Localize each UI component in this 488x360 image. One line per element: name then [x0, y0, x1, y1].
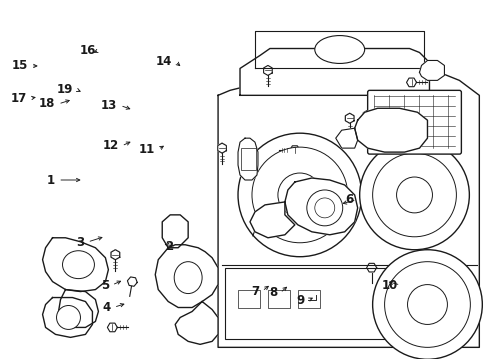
- Ellipse shape: [314, 36, 364, 63]
- Ellipse shape: [62, 251, 94, 279]
- Polygon shape: [289, 146, 299, 154]
- Polygon shape: [155, 245, 218, 307]
- Polygon shape: [285, 178, 357, 235]
- Text: 12: 12: [102, 139, 119, 152]
- Text: 8: 8: [268, 287, 277, 300]
- Polygon shape: [363, 110, 371, 120]
- Circle shape: [372, 153, 455, 237]
- Bar: [267, 289, 289, 307]
- Circle shape: [314, 198, 334, 218]
- Polygon shape: [266, 185, 276, 195]
- Circle shape: [277, 173, 321, 217]
- Polygon shape: [218, 68, 478, 347]
- Polygon shape: [249, 202, 294, 238]
- Text: 2: 2: [165, 240, 173, 253]
- Polygon shape: [240, 49, 428, 95]
- Circle shape: [359, 140, 468, 250]
- Polygon shape: [111, 250, 120, 260]
- Bar: [224, 268, 399, 339]
- Polygon shape: [354, 108, 427, 152]
- Text: 1: 1: [47, 174, 55, 186]
- Text: 10: 10: [381, 279, 397, 292]
- Text: 4: 4: [102, 301, 111, 314]
- Text: 15: 15: [12, 59, 28, 72]
- Polygon shape: [162, 215, 188, 248]
- Text: 7: 7: [250, 285, 259, 298]
- Polygon shape: [263, 66, 272, 75]
- Text: 6: 6: [345, 193, 353, 206]
- Polygon shape: [42, 238, 108, 292]
- Polygon shape: [253, 217, 262, 227]
- Text: 18: 18: [39, 98, 55, 111]
- Polygon shape: [107, 323, 117, 332]
- Polygon shape: [59, 289, 98, 328]
- Bar: [297, 289, 319, 307]
- Polygon shape: [366, 264, 376, 272]
- Ellipse shape: [174, 262, 202, 293]
- Polygon shape: [254, 31, 424, 68]
- Circle shape: [396, 177, 431, 213]
- FancyBboxPatch shape: [367, 90, 461, 154]
- Text: 11: 11: [139, 143, 155, 156]
- Text: 3: 3: [76, 235, 84, 248]
- Text: 5: 5: [101, 279, 109, 292]
- Polygon shape: [335, 128, 357, 148]
- Circle shape: [238, 133, 361, 257]
- Polygon shape: [175, 302, 218, 345]
- Circle shape: [306, 190, 342, 226]
- Circle shape: [384, 262, 469, 347]
- Text: 14: 14: [156, 55, 172, 68]
- Text: 17: 17: [11, 92, 27, 105]
- Text: 13: 13: [101, 99, 117, 112]
- Polygon shape: [42, 298, 92, 337]
- Circle shape: [407, 285, 447, 324]
- Text: 9: 9: [296, 294, 305, 307]
- Polygon shape: [127, 277, 137, 286]
- Text: 16: 16: [80, 44, 96, 57]
- Text: 19: 19: [57, 83, 73, 96]
- Polygon shape: [345, 113, 353, 123]
- Polygon shape: [238, 138, 258, 180]
- Polygon shape: [217, 143, 226, 153]
- Polygon shape: [419, 60, 444, 80]
- Circle shape: [57, 306, 81, 329]
- Bar: [241, 148, 255, 170]
- Circle shape: [251, 147, 347, 243]
- Circle shape: [372, 250, 481, 359]
- Bar: [238, 289, 260, 307]
- Polygon shape: [406, 78, 416, 87]
